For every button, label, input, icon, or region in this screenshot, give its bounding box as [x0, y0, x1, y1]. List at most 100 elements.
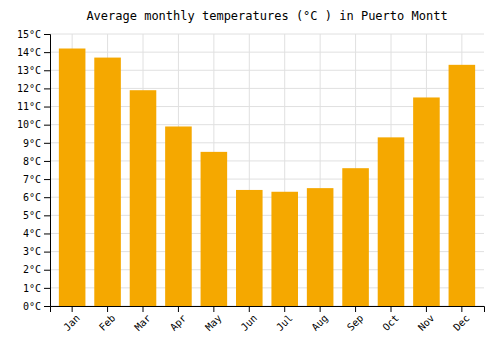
grid-line: [50, 52, 484, 53]
tick-mark: [355, 306, 356, 312]
tick-label: 6°C: [23, 192, 41, 203]
tick-label: Nov: [416, 312, 437, 333]
tick-mark: [44, 107, 50, 108]
bar: [342, 168, 369, 306]
tick: 13°C: [17, 65, 50, 76]
tick-mark: [44, 179, 50, 180]
tick-label: 2°C: [23, 264, 41, 275]
axis-line: [44, 35, 51, 307]
tick-label: Oct: [380, 312, 401, 333]
tick-mark: [143, 306, 144, 312]
tick-mark: [44, 270, 50, 271]
tick: 3°C: [23, 246, 50, 257]
tick-mark: [461, 306, 462, 312]
tick-label: 1°C: [23, 283, 41, 294]
tick: 15°C: [17, 29, 50, 40]
tick-mark: [284, 306, 285, 312]
tick: 7°C: [23, 174, 50, 185]
tick-label: Feb: [97, 312, 118, 333]
bar: [307, 188, 334, 306]
tick: Jul: [274, 306, 295, 333]
tick: 8°C: [23, 156, 50, 167]
tick: 5°C: [23, 210, 50, 221]
tick-mark: [44, 34, 50, 35]
tick-label: May: [203, 312, 224, 333]
tick: 2°C: [23, 264, 50, 275]
tick-label: Dec: [451, 312, 472, 333]
tick-mark: [44, 88, 50, 89]
tick-label: 5°C: [23, 210, 41, 221]
tick-label: 7°C: [23, 174, 41, 185]
chart: 0°C 1°C 2°C 3°C 4°C 5°C 6°C 7°C 8°C 9°C 10°C 11°C 12…: [0, 0, 500, 350]
tick-mark: [178, 306, 179, 312]
tick-label: 3°C: [23, 246, 41, 257]
bar: [165, 126, 192, 306]
tick-mark: [426, 306, 427, 312]
tick-mark: [44, 306, 50, 307]
tick: May: [203, 306, 224, 333]
tick-label: 10°C: [17, 119, 41, 130]
tick-label: 12°C: [17, 83, 41, 94]
tick: Jan: [61, 306, 82, 333]
tick: Dec: [451, 306, 472, 333]
tick-mark: [44, 125, 50, 126]
tick-mark: [249, 306, 250, 312]
y-axis: 0°C 1°C 2°C 3°C 4°C 5°C 6°C 7°C 8°C 9°C 10°C 11°C 12…: [17, 29, 51, 312]
tick-label: 9°C: [23, 138, 41, 149]
tick: 14°C: [17, 47, 50, 58]
tick-label: Mar: [132, 312, 153, 333]
tick-mark: [107, 306, 108, 312]
bar: [413, 97, 440, 306]
bar: [201, 152, 228, 306]
tick-mark: [44, 197, 50, 198]
bar: [236, 190, 263, 306]
tick: 6°C: [23, 192, 50, 203]
bar: [130, 90, 157, 306]
tick-label: Jul: [274, 312, 295, 333]
plot: 0°C 1°C 2°C 3°C 4°C 5°C 6°C 7°C 8°C 9°C 10°C 11°C 12…: [17, 29, 485, 333]
tick: 4°C: [23, 228, 50, 239]
tick: Feb: [97, 306, 118, 333]
tick: 11°C: [17, 101, 50, 112]
axis-line: [51, 307, 485, 313]
tick-label: Aug: [309, 312, 330, 333]
tick: 0°C: [23, 301, 50, 312]
tick: Sep: [345, 306, 366, 333]
bar: [59, 49, 86, 306]
tick: 12°C: [17, 83, 50, 94]
bars: [59, 49, 475, 306]
tick: 1°C: [23, 283, 50, 294]
tick-label: 8°C: [23, 156, 41, 167]
tick-label: 13°C: [17, 65, 41, 76]
tick: Jun: [239, 306, 260, 333]
tick-mark: [391, 306, 392, 312]
grid-line: [50, 34, 484, 35]
tick-mark: [44, 52, 50, 53]
bar: [449, 65, 476, 306]
tick-label: 15°C: [17, 29, 41, 40]
bar: [271, 192, 298, 306]
tick-mark: [44, 252, 50, 253]
tick-mark: [44, 70, 50, 71]
tick: Aug: [309, 306, 330, 333]
tick-mark: [44, 233, 50, 234]
tick-mark: [320, 306, 321, 312]
tick-label: 4°C: [23, 228, 41, 239]
tick: 9°C: [23, 138, 50, 149]
tick-mark: [72, 306, 73, 312]
tick-label: 11°C: [17, 101, 41, 112]
tick: 10°C: [17, 119, 50, 130]
tick-mark: [44, 215, 50, 216]
tick-mark: [44, 143, 50, 144]
tick-label: 0°C: [23, 301, 41, 312]
tick-label: Sep: [345, 312, 366, 333]
tick-mark: [44, 161, 50, 162]
tick-mark: [44, 288, 50, 289]
bar: [94, 58, 121, 306]
bar: [378, 137, 405, 306]
tick: Oct: [380, 306, 401, 333]
tick: Apr: [168, 306, 189, 333]
x-axis: Jan Feb Mar Apr May Jun Jul Aug Sep Oct Nov Dec: [51, 306, 485, 333]
tick-mark: [213, 306, 214, 312]
tick-label: Jun: [239, 312, 260, 333]
